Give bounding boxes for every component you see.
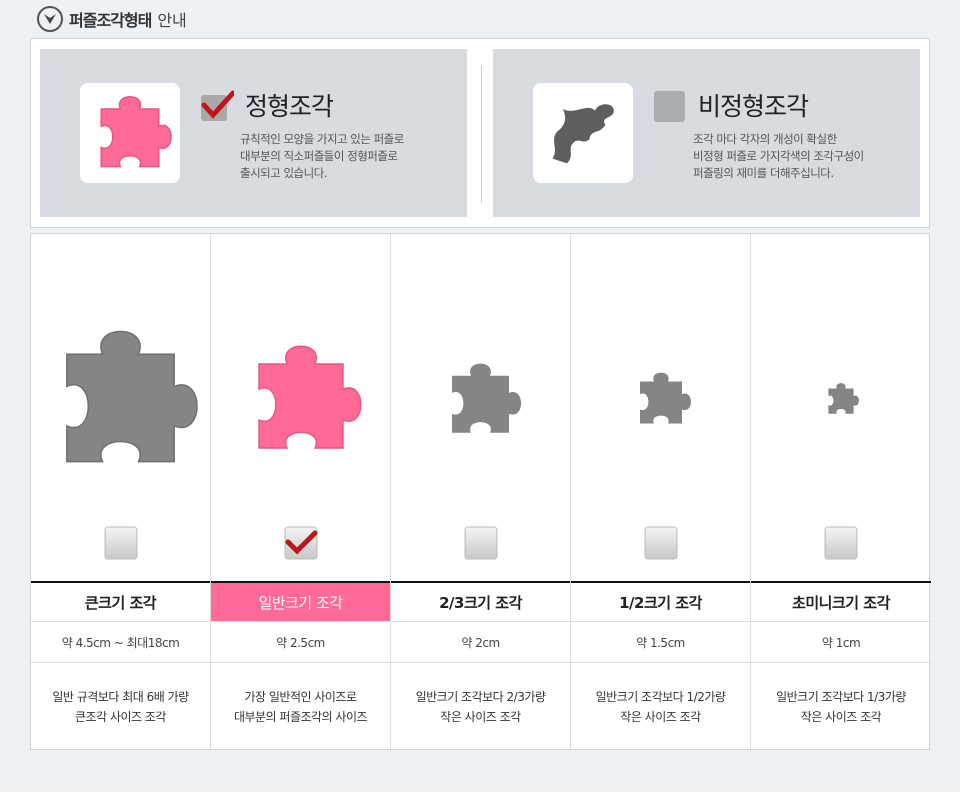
size-desc: 일반 규격보다 최대 6배 가량 큰조각 사이즈 조각: [52, 690, 189, 724]
section-header: 퍼즐조각형태 안내: [37, 6, 187, 32]
size-desc: 일반크기 조각보다 2/3가량 작은 사이즈 조각: [415, 690, 546, 724]
type-title: 비정형조각: [698, 92, 809, 121]
mini-piece-image: [751, 234, 931, 524]
half-piece-image: [571, 234, 750, 524]
checkbox-unchecked-icon[interactable]: [644, 526, 678, 560]
size-name: 2/3크기 조각: [391, 581, 570, 622]
size-column-normal[interactable]: 일반크기 조각 약 2.5cm 가장 일반적인 사이즈로 대부분의 퍼즐조각의 …: [211, 234, 391, 749]
two-thirds-piece-image: [391, 234, 570, 524]
large-piece-image: [31, 234, 210, 524]
size-value: 약 1cm: [751, 622, 931, 663]
size-column-two-thirds[interactable]: 2/3크기 조각 약 2cm 일반크기 조각보다 2/3가량 작은 사이즈 조각: [391, 234, 571, 749]
section-title: 퍼즐조각형태: [69, 11, 152, 30]
size-value: 약 4.5cm ~ 최대18cm: [31, 622, 210, 663]
checkbox-unchecked-icon[interactable]: [464, 526, 498, 560]
size-column-half[interactable]: 1/2크기 조각 약 1.5cm 일반크기 조각보다 1/2가량 작은 사이즈 …: [571, 234, 751, 749]
checkbox-unchecked-icon[interactable]: [824, 526, 858, 560]
type-regular-panel[interactable]: 정형조각 규칙적인 모양을 가지고 있는 퍼즐로 대부분의 직소퍼즐들이 정형퍼…: [40, 49, 467, 217]
type-desc: 조각 마다 각자의 개성이 확실한 비정형 퍼즐로 가지각색의 조각구성이 퍼즐…: [693, 132, 864, 180]
type-desc: 규칙적인 모양을 가지고 있는 퍼즐로 대부분의 직소퍼즐들이 정형퍼즐로 출시…: [240, 132, 404, 180]
size-name: 일반크기 조각: [211, 581, 390, 622]
chevron-down-icon: [37, 6, 63, 32]
size-desc: 일반크기 조각보다 1/2가량 작은 사이즈 조각: [595, 690, 726, 724]
size-value: 약 2.5cm: [211, 622, 390, 663]
irregular-piece-image: [533, 83, 633, 183]
checkbox-checked-icon[interactable]: [284, 526, 318, 560]
section-title-suffix: 안내: [157, 11, 187, 30]
size-name: 초미니크기 조각: [751, 581, 931, 622]
size-value: 약 1.5cm: [571, 622, 750, 663]
divider: [481, 65, 482, 203]
size-name: 1/2크기 조각: [571, 581, 750, 622]
regular-piece-image: [80, 83, 180, 183]
size-column-mini[interactable]: 초미니크기 조각 약 1cm 일반크기 조각보다 1/3가량 작은 사이즈 조각: [751, 234, 931, 749]
size-desc: 일반크기 조각보다 1/3가량 작은 사이즈 조각: [776, 690, 906, 724]
type-irregular-panel[interactable]: 비정형조각 조각 마다 각자의 개성이 확실한 비정형 퍼즐로 가지각색의 조각…: [493, 49, 920, 217]
size-name: 큰크기 조각: [31, 581, 210, 622]
piece-size-table: 큰크기 조각 약 4.5cm ~ 최대18cm 일반 규격보다 최대 6배 가량…: [30, 233, 931, 750]
size-column-large[interactable]: 큰크기 조각 약 4.5cm ~ 최대18cm 일반 규격보다 최대 6배 가량…: [31, 234, 211, 749]
checkbox-unchecked-icon[interactable]: [653, 89, 687, 123]
piece-type-box: 정형조각 규칙적인 모양을 가지고 있는 퍼즐로 대부분의 직소퍼즐들이 정형퍼…: [30, 38, 930, 228]
checkbox-checked-icon[interactable]: [200, 89, 234, 123]
type-title: 정형조각: [245, 92, 334, 121]
size-value: 약 2cm: [391, 622, 570, 663]
size-desc: 가장 일반적인 사이즈로 대부분의 퍼즐조각의 사이즈: [233, 690, 368, 724]
checkbox-unchecked-icon[interactable]: [104, 526, 138, 560]
normal-piece-image: [211, 234, 390, 524]
